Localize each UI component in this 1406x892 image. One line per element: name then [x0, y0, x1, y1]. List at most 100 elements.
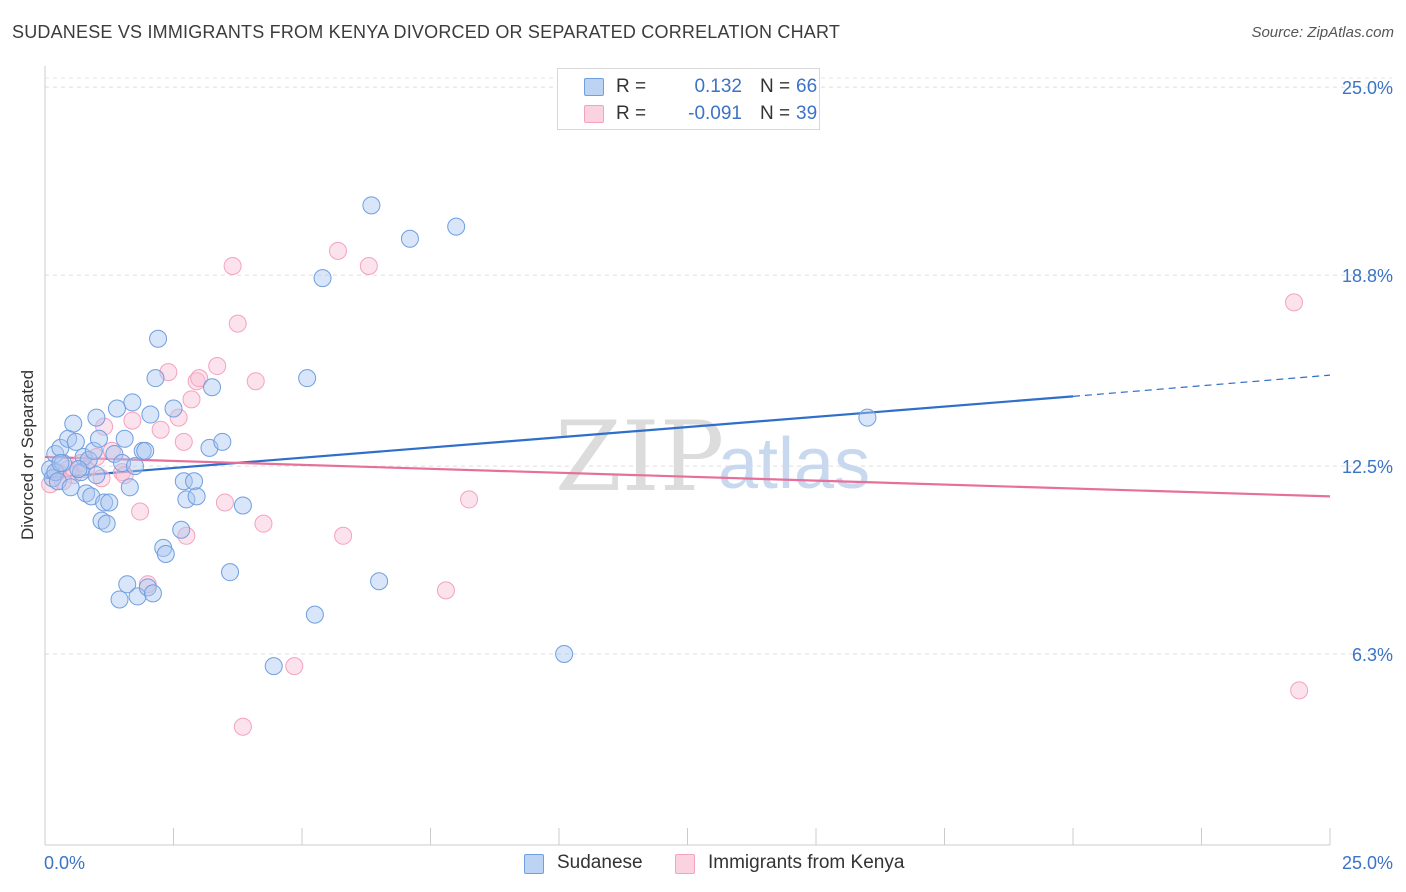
axes	[44, 66, 1331, 846]
kenya-point	[174, 432, 193, 451]
trend-lines	[44, 374, 1331, 498]
kenya-point	[131, 502, 150, 521]
x-tick-label: 25.0%	[1342, 853, 1393, 873]
sudanese-point	[400, 229, 419, 248]
kenya-point	[285, 657, 304, 676]
kenya-point	[187, 372, 206, 391]
kenya-point	[123, 411, 142, 430]
sudanese-point	[164, 399, 183, 418]
sudanese-point	[213, 432, 232, 451]
kenya-point	[1285, 293, 1304, 312]
sudanese-point	[110, 590, 129, 609]
kenya-point	[228, 314, 247, 333]
sudanese-point	[120, 478, 139, 497]
n-label: N =	[760, 103, 791, 124]
kenya-point	[102, 441, 121, 460]
sudanese-point	[125, 457, 144, 476]
sudanese-trend-line	[44, 395, 1074, 480]
n-value-kenya: 39	[796, 103, 818, 124]
r-label: R =	[616, 76, 647, 97]
sudanese-point	[128, 587, 147, 606]
x-tick-label: 0.0%	[44, 853, 85, 873]
sudanese-point	[362, 196, 381, 215]
sudanese-point	[51, 454, 70, 473]
sudanese-point	[185, 472, 204, 491]
y-tick-label: 12.5%	[1342, 457, 1393, 477]
sudanese-point	[118, 575, 137, 594]
kenya-point	[151, 420, 170, 439]
legend-label-kenya: Immigrants from Kenya	[708, 852, 905, 873]
kenya-point	[182, 390, 201, 409]
r-value-sudanese: 0.132	[694, 76, 742, 97]
kenya-point	[359, 257, 378, 276]
sudanese-swatch	[584, 78, 604, 96]
watermark: ZIP atlas	[555, 401, 870, 513]
kenya-point	[92, 469, 111, 488]
kenya-point	[328, 241, 347, 260]
sudanese-point	[177, 490, 196, 509]
sudanese-point	[84, 441, 103, 460]
sudanese-point	[141, 405, 160, 424]
sudanese-point	[97, 514, 116, 533]
chart-title: SUDANESE VS IMMIGRANTS FROM KENYA DIVORC…	[12, 22, 841, 42]
sudanese-point	[61, 478, 80, 497]
source-label: Source: ZipAtlas.com	[1251, 24, 1394, 41]
kenya-point	[460, 490, 479, 509]
sudanese-point	[87, 466, 106, 485]
kenya-point	[208, 357, 227, 376]
sudanese-trend-extension	[1072, 374, 1331, 397]
sudanese-point	[313, 269, 332, 288]
correlation-legend: R = 0.132 N = 66 R = -0.091 N = 39	[557, 68, 820, 130]
sudanese-point	[69, 460, 88, 479]
sudanese-point	[77, 484, 96, 503]
sudanese-point	[146, 369, 165, 388]
kenya-point	[177, 526, 196, 545]
y-tick-label: 6.3%	[1352, 645, 1393, 665]
sudanese-point	[172, 520, 191, 539]
sudanese-point	[64, 414, 83, 433]
kenya-swatch	[675, 854, 695, 874]
sudanese-point	[370, 572, 389, 591]
kenya-point	[436, 581, 455, 600]
sudanese-point	[174, 472, 193, 491]
kenya-point	[190, 369, 209, 388]
sudanese-point	[858, 408, 877, 427]
sudanese-point	[105, 444, 124, 463]
kenya-point	[169, 408, 188, 427]
sudanese-point	[298, 369, 317, 388]
sudanese-point	[107, 399, 126, 418]
sudanese-point	[156, 544, 175, 563]
kenya-point	[95, 417, 114, 436]
sudanese-point	[149, 329, 168, 348]
sudanese-point	[89, 429, 108, 448]
sudanese-point	[136, 441, 155, 460]
sudanese-point	[305, 605, 324, 624]
r-label: R =	[616, 103, 647, 124]
kenya-point	[246, 372, 265, 391]
y-tick-label: 18.8%	[1342, 266, 1393, 286]
kenya-point	[254, 514, 273, 533]
n-label: N =	[760, 76, 791, 97]
kenya-trend-line	[44, 455, 1331, 498]
sudanese-point	[233, 496, 252, 515]
sudanese-point	[138, 578, 157, 597]
sudanese-point	[100, 493, 119, 512]
sudanese-point	[264, 657, 283, 676]
kenya-point	[215, 493, 234, 512]
y-axis-label: Divorced or Separated	[18, 369, 37, 541]
sudanese-point	[95, 493, 114, 512]
sudanese-point	[555, 645, 574, 664]
legend-label-sudanese: Sudanese	[557, 852, 643, 873]
tick-labels: 6.3% 12.5% 18.8% 25.0% 0.0% 25.0%	[44, 78, 1393, 873]
sudanese-point	[123, 393, 142, 412]
sudanese-point	[87, 408, 106, 427]
sudanese-point	[66, 432, 85, 451]
kenya-point	[334, 526, 353, 545]
sudanese-point	[74, 447, 93, 466]
sudanese-point	[46, 444, 65, 463]
kenya-swatch	[584, 105, 604, 123]
watermark-atlas: atlas	[718, 424, 870, 504]
sudanese-point	[203, 378, 222, 397]
sudanese-point	[92, 511, 111, 530]
